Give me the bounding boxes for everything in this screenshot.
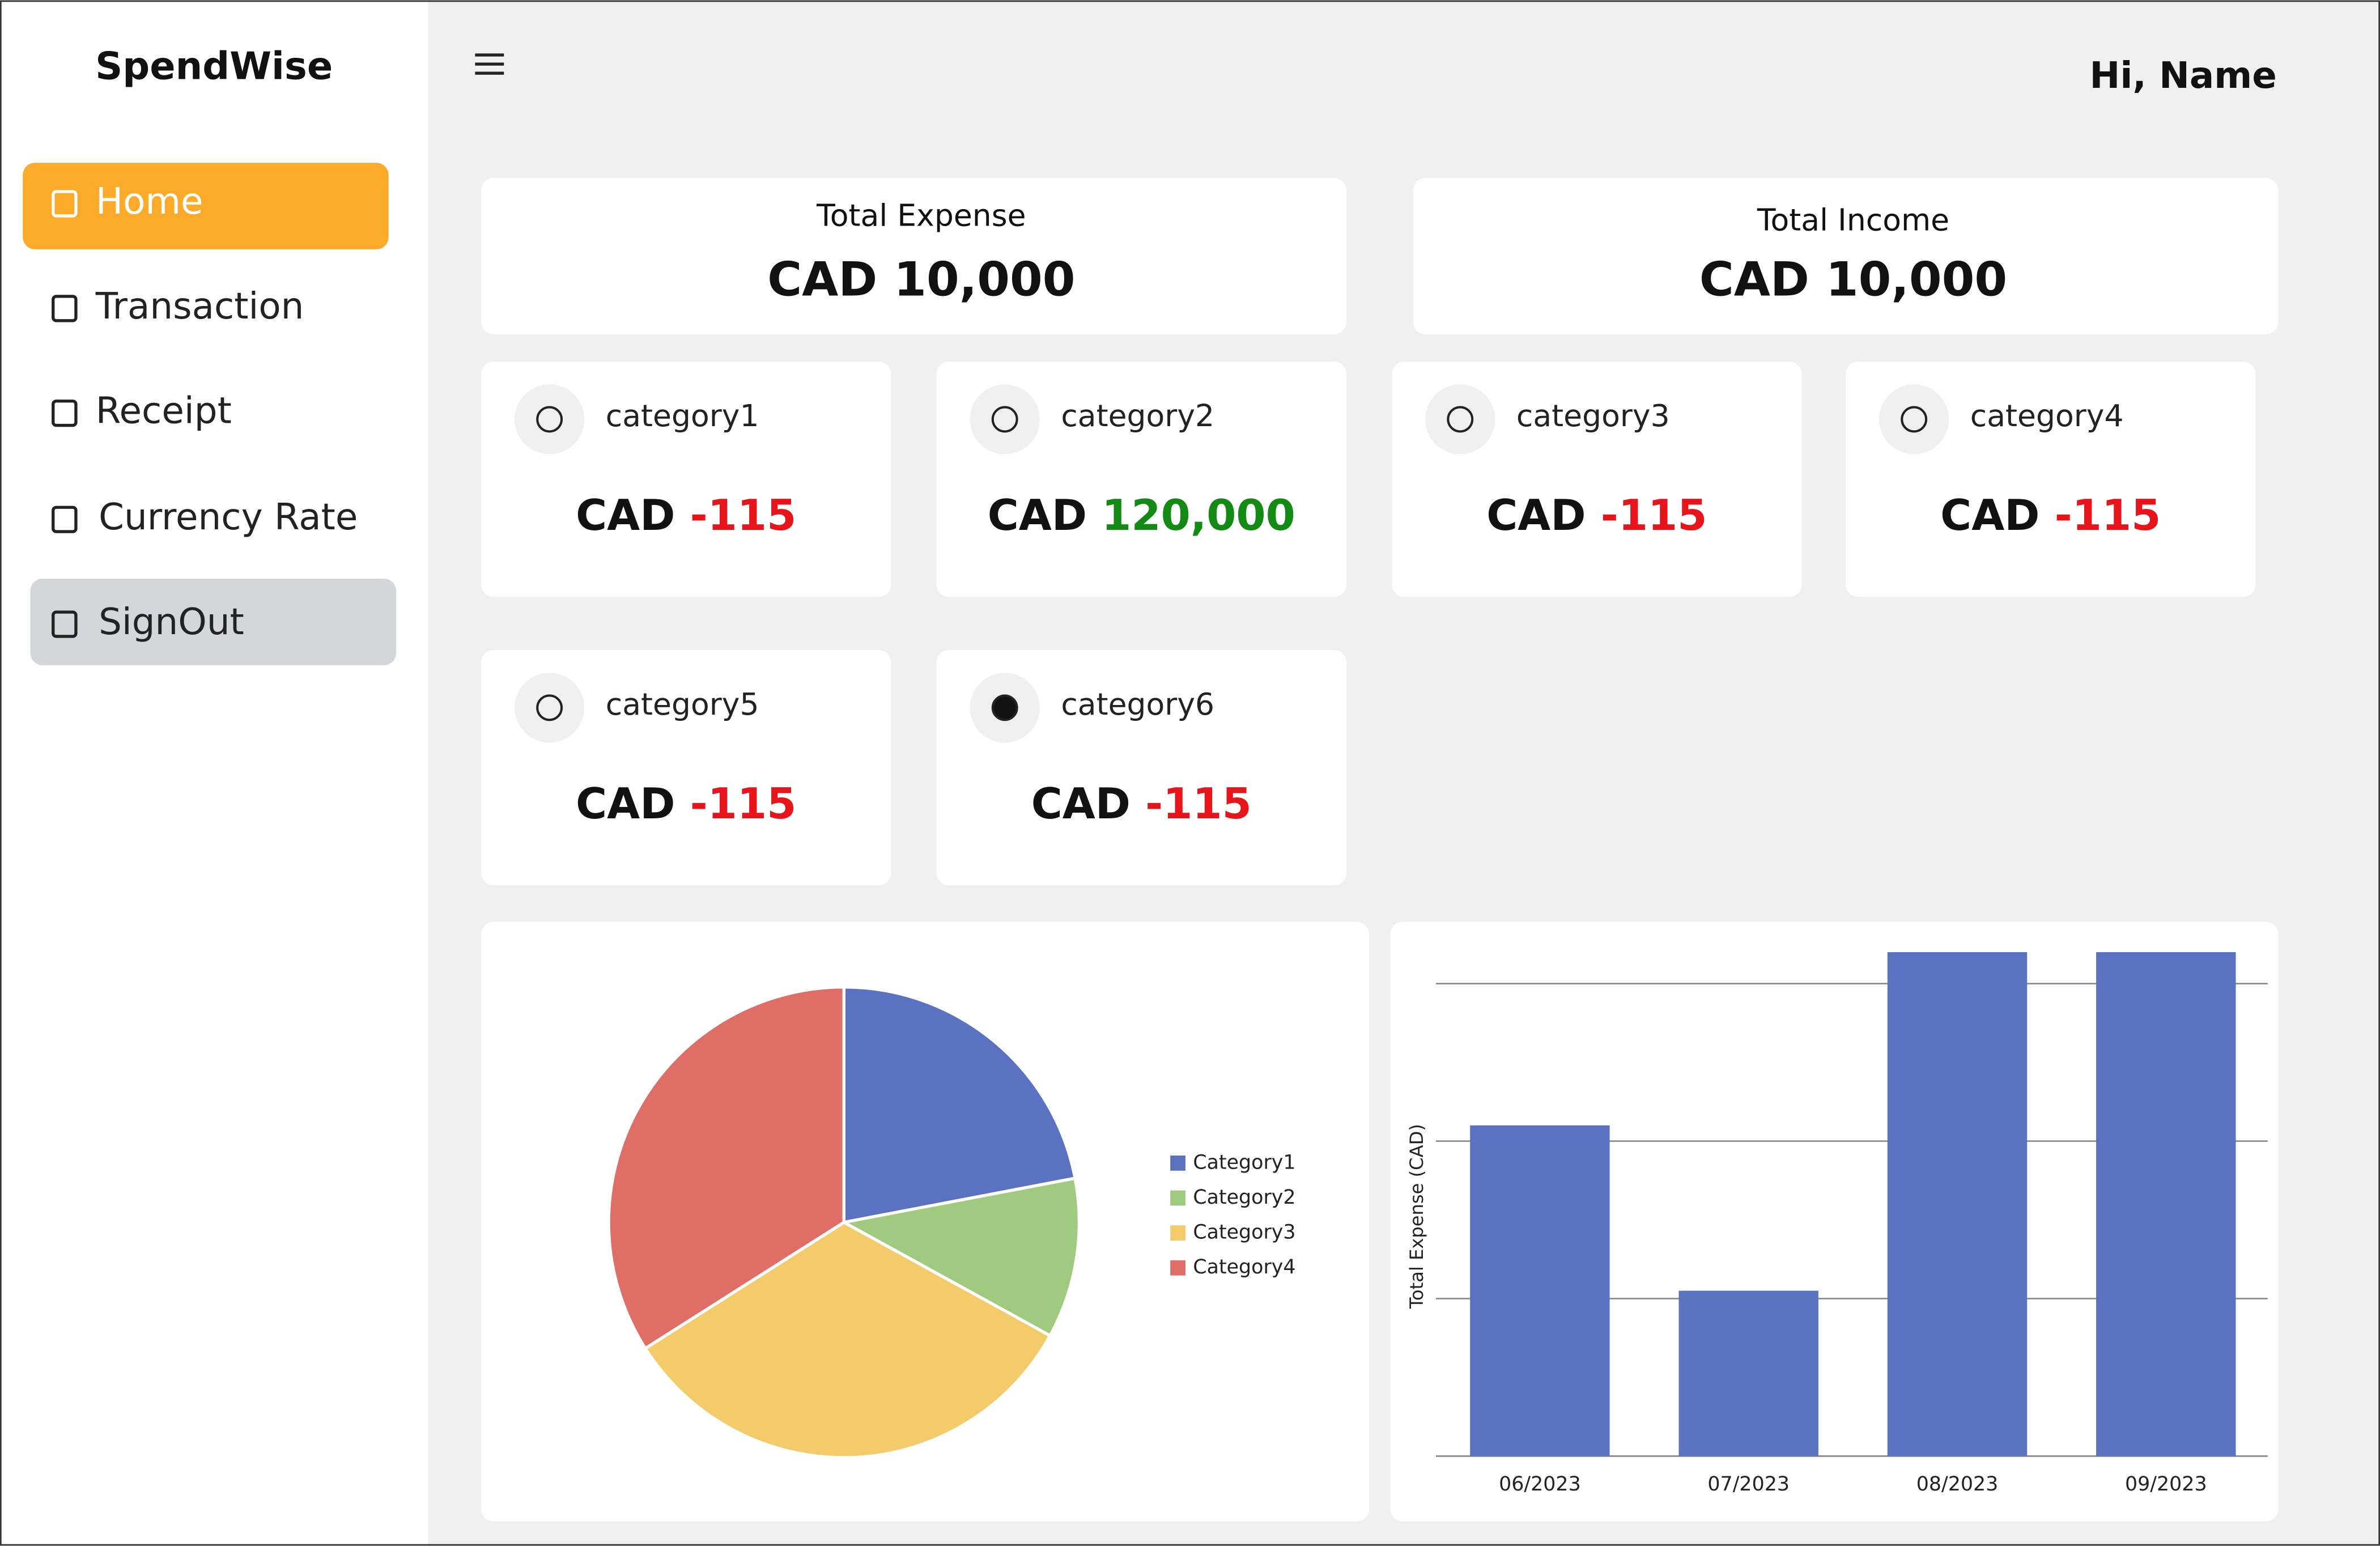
summary-label: Total Income — [1757, 202, 1949, 237]
bar — [1678, 1290, 1818, 1456]
amount: -115 — [1601, 490, 1707, 540]
amount: -115 — [2055, 490, 2161, 540]
nav-item[interactable]: Receipt — [52, 390, 232, 432]
category-amount: CAD -115 — [576, 490, 796, 540]
bar-card — [1390, 921, 2279, 1522]
category-icon-glyph — [1901, 406, 1928, 433]
category-name: category1 — [606, 398, 759, 434]
category-icon-glyph — [1447, 406, 1474, 433]
amount: -115 — [690, 490, 797, 540]
category-icon — [1879, 384, 1949, 455]
pie-slice — [643, 1220, 1052, 1459]
x-tick-label: 08/2023 — [1916, 1473, 1999, 1496]
currency: CAD — [1031, 778, 1130, 828]
category-icon-glyph — [536, 694, 563, 721]
nav-label: Receipt — [96, 390, 232, 432]
legend-label: Category3 — [1193, 1221, 1295, 1244]
category-name: category4 — [1970, 398, 2124, 434]
category-name: category3 — [1516, 398, 1670, 434]
brand: SpendWise — [95, 44, 333, 88]
category-amount: CAD -115 — [1031, 778, 1252, 828]
legend-swatch — [1170, 1225, 1185, 1241]
summary-card — [481, 178, 1346, 334]
category-icon-glyph — [991, 406, 1018, 433]
x-tick-label: 07/2023 — [1707, 1473, 1790, 1496]
category-icon-glyph — [991, 694, 1018, 721]
summary-card — [1413, 178, 2279, 334]
legend-swatch — [1170, 1260, 1185, 1276]
legend-label: Category1 — [1193, 1151, 1295, 1174]
x-tick-label: 09/2023 — [2125, 1473, 2207, 1496]
legend-label: Category2 — [1193, 1186, 1295, 1209]
amount: -115 — [690, 778, 797, 828]
legend-label: Category4 — [1193, 1256, 1295, 1279]
nav-item[interactable]: Transaction — [52, 285, 304, 328]
category-icon — [970, 384, 1040, 455]
summary-value: CAD 10,000 — [767, 252, 1075, 307]
nav-highlight — [23, 163, 389, 249]
currency: CAD — [1940, 490, 2039, 540]
sidebar — [0, 0, 428, 1546]
category-name: category6 — [1061, 686, 1214, 722]
nav-highlight — [30, 579, 397, 665]
x-tick-label: 06/2023 — [1499, 1473, 1581, 1496]
pie-slice — [842, 985, 1077, 1225]
category-icon-glyph — [536, 406, 563, 433]
currency: CAD — [988, 490, 1087, 540]
summary-label: Total Expense — [816, 197, 1026, 233]
nav-item[interactable]: SignOut — [30, 579, 397, 665]
nav-item[interactable]: Home — [23, 163, 389, 249]
nav-label: Transaction — [95, 285, 304, 328]
legend-swatch — [1170, 1190, 1185, 1206]
y-axis-label: Total Expense (CAD) — [1406, 1124, 1427, 1309]
nav-item[interactable]: Currency Rate — [52, 496, 358, 538]
category-amount: CAD -115 — [1940, 490, 2161, 540]
category-amount: CAD -115 — [576, 778, 796, 828]
bar — [2096, 952, 2236, 1456]
amount: 120,000 — [1102, 490, 1295, 540]
category-name: category5 — [606, 686, 759, 722]
category-amount: CAD -115 — [1486, 490, 1707, 540]
category-name: category2 — [1061, 398, 1214, 434]
greeting: Hi, Name — [2090, 54, 2277, 97]
currency: CAD — [576, 490, 675, 540]
category-icon — [1425, 384, 1495, 455]
nav-icon — [52, 295, 78, 322]
bar — [1887, 952, 2028, 1456]
nav-label: Currency Rate — [99, 496, 358, 538]
category-icon — [515, 673, 585, 743]
pie-slice — [607, 985, 845, 1351]
summary-value: CAD 10,000 — [1699, 252, 2007, 307]
pie-slice — [839, 1176, 1081, 1338]
category-icon — [515, 384, 585, 455]
currency: CAD — [1486, 490, 1586, 540]
legend-swatch — [1170, 1156, 1185, 1171]
menu-button[interactable] — [475, 53, 504, 75]
category-amount: CAD 120,000 — [988, 490, 1295, 540]
nav-label: SignOut — [99, 601, 244, 643]
nav-icon — [52, 506, 78, 533]
nav-icon — [52, 400, 78, 427]
bar — [1470, 1125, 1610, 1456]
nav-icon — [52, 610, 78, 638]
nav-icon — [52, 190, 78, 218]
currency: CAD — [576, 778, 675, 828]
amount: -115 — [1145, 778, 1252, 828]
nav-label: Home — [96, 180, 203, 223]
